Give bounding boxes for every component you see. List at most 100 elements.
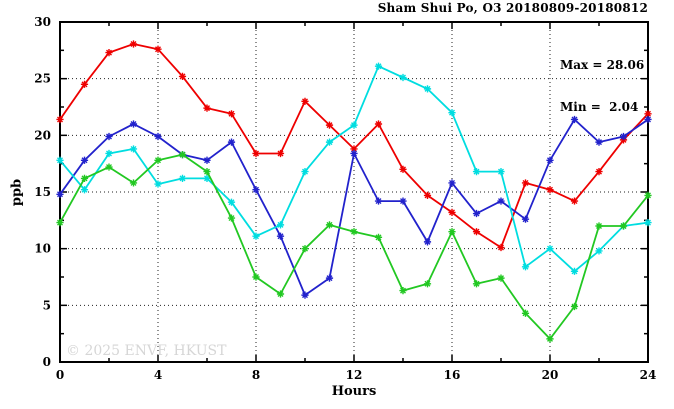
x-tick-label: 24 (640, 368, 657, 382)
data-point-marker (497, 197, 505, 205)
data-point-marker (80, 80, 89, 88)
x-tick-label: 0 (56, 368, 64, 382)
data-point-marker (374, 233, 383, 241)
data-point-marker (448, 179, 456, 187)
data-point-marker (252, 186, 260, 194)
data-point-marker (227, 198, 236, 206)
y-tick-label: 5 (43, 298, 51, 312)
data-point-marker (56, 219, 64, 227)
data-point-marker (546, 186, 554, 194)
data-point-marker (497, 168, 505, 176)
data-point-marker (252, 273, 260, 281)
data-point-marker (472, 228, 481, 236)
x-tick-label: 20 (542, 368, 559, 382)
data-point-marker (154, 132, 162, 141)
data-point-marker (227, 138, 236, 146)
y-tick-label: 20 (34, 128, 51, 142)
data-point-marker (129, 120, 138, 128)
data-point-marker (129, 145, 138, 153)
data-point-marker (472, 168, 481, 176)
data-point-marker (325, 221, 334, 229)
y-tick-label: 30 (34, 15, 51, 29)
x-tick-label: 8 (252, 368, 260, 382)
data-point-marker (80, 186, 89, 194)
data-point-marker (56, 190, 64, 198)
x-tick-label: 16 (444, 368, 461, 382)
data-point-marker (546, 245, 554, 253)
data-point-marker (276, 290, 285, 298)
data-point-marker (325, 274, 334, 282)
data-point-marker (374, 120, 383, 128)
y-axis-label: ppb (9, 178, 25, 207)
data-point-marker (178, 174, 187, 182)
data-point-marker (497, 274, 505, 282)
data-point-marker (570, 115, 579, 124)
data-point-marker (448, 208, 456, 216)
data-point-marker (154, 180, 162, 188)
data-point-marker (252, 232, 260, 240)
data-point-marker (105, 132, 113, 141)
series-cyan-markers (56, 62, 652, 275)
data-point-marker (399, 73, 407, 82)
data-point-marker (570, 302, 579, 311)
series-blue-markers (56, 115, 652, 299)
data-point-marker (619, 132, 628, 141)
axis-ticks (59, 21, 649, 363)
data-point-marker (301, 168, 309, 176)
data-point-marker (325, 138, 334, 146)
data-point-marker (154, 45, 162, 53)
data-point-marker (276, 232, 285, 240)
data-point-marker (448, 228, 456, 236)
watermark: © 2025 ENVF, HKUST (66, 343, 227, 359)
data-point-marker (521, 179, 530, 187)
data-point-marker (350, 121, 358, 129)
data-point-marker (472, 280, 481, 288)
data-point-marker (301, 291, 309, 299)
data-point-marker (595, 138, 603, 146)
data-point-marker (644, 110, 652, 118)
data-point-marker (350, 228, 358, 236)
data-point-marker (472, 209, 481, 218)
y-tick-label: 15 (34, 185, 51, 199)
data-point-marker (203, 174, 211, 182)
data-point-marker (521, 263, 530, 271)
data-point-marker (350, 149, 358, 158)
data-point-marker (423, 238, 432, 246)
x-axis-label: Hours (331, 384, 377, 399)
data-point-marker (399, 197, 407, 205)
data-point-marker (105, 49, 113, 57)
data-point-marker (350, 145, 358, 153)
data-point-marker (203, 104, 211, 112)
data-point-marker (227, 214, 236, 222)
data-point-marker (203, 168, 211, 176)
data-point-marker (546, 335, 554, 343)
gridlines (60, 22, 648, 362)
series-green-markers (56, 151, 652, 343)
data-point-marker (399, 287, 407, 295)
data-point-marker (521, 215, 530, 223)
max-value-label: Max = 28.06 (560, 58, 645, 72)
x-tick-label: 4 (154, 368, 162, 382)
data-point-marker (56, 115, 64, 124)
data-point-marker (276, 149, 285, 158)
data-point-marker (423, 85, 432, 93)
data-point-marker (374, 197, 383, 205)
data-point-marker (399, 165, 407, 173)
data-point-marker (80, 174, 89, 182)
data-point-marker (595, 247, 603, 255)
chart-title: Sham Shui Po, O3 20180809-20180812 (377, 1, 648, 15)
data-point-marker (570, 197, 579, 205)
data-point-marker (203, 156, 211, 164)
data-point-marker (301, 245, 309, 253)
data-point-marker (570, 267, 579, 275)
data-point-marker (619, 222, 628, 230)
data-point-marker (105, 163, 113, 171)
data-point-marker (178, 151, 187, 159)
data-point-marker (276, 221, 285, 229)
y-tick-label: 25 (34, 72, 51, 86)
data-point-marker (644, 115, 652, 124)
data-point-marker (129, 40, 138, 48)
data-point-marker (178, 72, 187, 80)
